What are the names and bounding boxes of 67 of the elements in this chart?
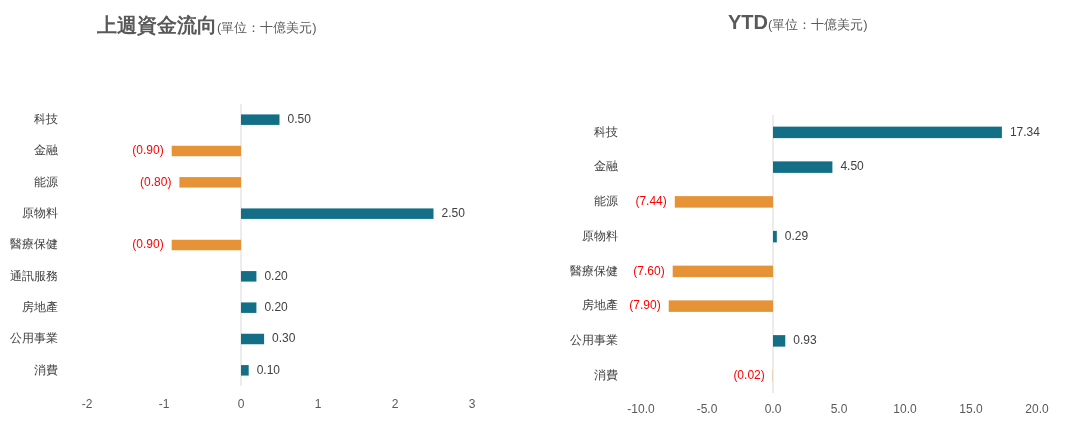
- x-tick-label: 3: [468, 397, 476, 412]
- bar: [674, 196, 773, 208]
- data-label: 0.20: [264, 268, 289, 283]
- bar: [241, 333, 265, 345]
- y-tick-label: 原物料: [22, 205, 58, 220]
- y-tick-label: 能源: [34, 174, 58, 189]
- data-label: 0.10: [256, 362, 281, 377]
- bar: [672, 265, 773, 278]
- bar: [171, 239, 241, 251]
- data-label: (0.80): [140, 174, 172, 189]
- x-tick-label: 20.0: [1025, 402, 1049, 417]
- y-tick-label: 房地產: [582, 298, 618, 313]
- bar: [241, 114, 280, 125]
- data-label: (0.90): [132, 143, 164, 158]
- data-label: 0.50: [287, 111, 312, 126]
- bar: [773, 161, 833, 173]
- x-tick-label: 15.0: [959, 402, 983, 417]
- bar: [773, 335, 786, 347]
- chart-subtitle: (單位：十億美元): [217, 20, 317, 36]
- y-tick-label: 金融: [34, 143, 58, 158]
- y-tick-label: 公用事業: [10, 331, 58, 346]
- x-tick-label: -2: [81, 397, 93, 412]
- x-tick-label: 10.0: [893, 402, 917, 417]
- y-tick-label: 能源: [594, 194, 618, 209]
- data-label: (7.44): [635, 194, 667, 209]
- bar: [241, 208, 434, 219]
- y-tick-label: 醫療保健: [10, 237, 58, 252]
- data-label: 2.50: [441, 205, 466, 220]
- y-tick-label: 科技: [34, 111, 58, 126]
- chart-title: 上週資金流向: [96, 14, 217, 37]
- data-label: 0.20: [264, 299, 289, 314]
- y-tick-label: 消費: [594, 367, 618, 382]
- bar: [241, 365, 249, 376]
- x-tick-label: 2: [391, 397, 399, 412]
- data-label: (7.60): [633, 263, 665, 278]
- bar: [773, 230, 777, 243]
- bar: [241, 271, 257, 282]
- chart-title: YTD: [728, 11, 768, 34]
- data-label: (0.02): [733, 367, 765, 382]
- x-tick-label: 1: [314, 397, 322, 412]
- bar: [171, 145, 241, 157]
- bar: [773, 126, 1002, 139]
- bar: [179, 177, 241, 188]
- bar: [668, 300, 773, 312]
- y-tick-label: 消費: [34, 362, 58, 377]
- y-tick-label: 房地產: [22, 299, 58, 314]
- y-tick-label: 科技: [594, 124, 618, 139]
- x-tick-label: -1: [158, 397, 170, 412]
- bar: [241, 302, 257, 313]
- y-tick-label: 金融: [594, 159, 618, 174]
- data-label: (7.90): [629, 298, 661, 313]
- chart-subtitle: (單位：十億美元): [768, 17, 868, 33]
- data-label: 17.34: [1009, 124, 1041, 139]
- x-tick-label: 0: [237, 397, 245, 412]
- x-tick-label: 5.0: [830, 402, 848, 417]
- data-label: 0.29: [784, 228, 809, 243]
- y-tick-label: 公用事業: [570, 333, 618, 348]
- data-label: 4.50: [840, 159, 865, 174]
- data-label: (0.90): [132, 237, 164, 252]
- x-tick-label: -5.0: [696, 402, 718, 417]
- y-tick-label: 醫療保健: [570, 263, 618, 278]
- x-tick-label: 0.0: [764, 402, 782, 417]
- data-label: 0.93: [793, 333, 817, 348]
- x-tick-label: -10.0: [627, 402, 655, 417]
- y-tick-label: 通訊服務: [10, 268, 58, 283]
- data-label: 0.30: [272, 331, 296, 346]
- y-tick-label: 原物料: [582, 228, 618, 243]
